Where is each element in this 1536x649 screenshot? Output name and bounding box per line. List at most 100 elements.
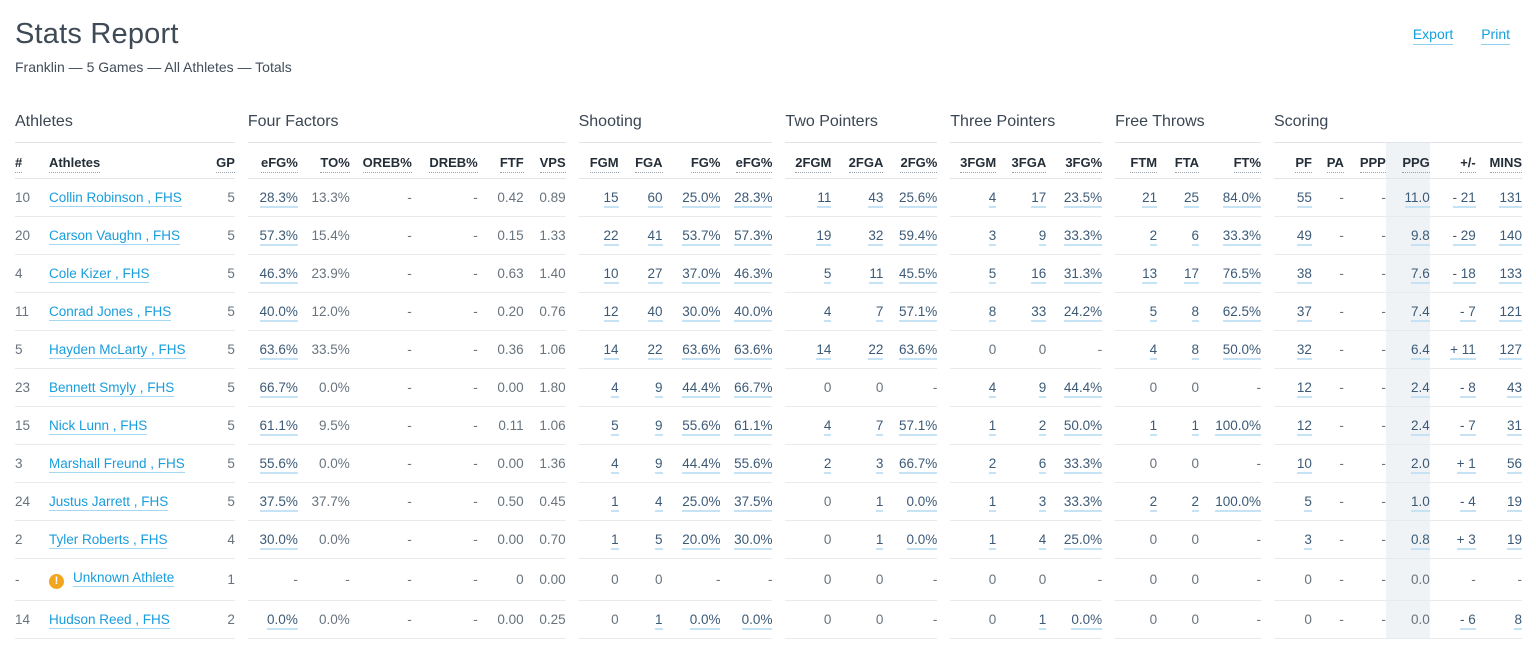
export-button[interactable]: Export [1412, 26, 1454, 45]
stat-link[interactable]: 13 [1142, 266, 1158, 284]
stat-link[interactable]: 76.5% [1222, 266, 1262, 284]
stat-link[interactable]: 4 [655, 494, 663, 512]
stat-link[interactable]: 1 [988, 532, 997, 550]
stat-link[interactable]: 0.0% [689, 612, 721, 630]
column-header-ftpct[interactable]: FT% [1199, 142, 1262, 179]
stat-link[interactable]: 9 [1038, 380, 1047, 398]
stat-link[interactable]: 43 [1506, 380, 1522, 398]
stat-link[interactable]: 131 [1499, 190, 1522, 208]
stat-link[interactable]: 11 [817, 190, 832, 208]
stat-link[interactable]: 25.0% [682, 190, 721, 208]
stat-link[interactable]: 7.4 [1411, 304, 1430, 322]
stat-link[interactable]: 127 [1499, 342, 1522, 360]
stat-link[interactable]: 44.4% [682, 456, 721, 474]
stat-link[interactable]: 37.5% [734, 494, 773, 512]
stat-link[interactable]: 4 [611, 456, 619, 474]
stat-link[interactable]: 66.7% [259, 380, 298, 398]
stat-link[interactable]: 0.0% [267, 612, 298, 630]
athlete-link[interactable]: Hudson Reed , FHS [48, 612, 170, 629]
column-header-orebpct[interactable]: OREB% [349, 142, 412, 179]
athlete-link[interactable]: Nick Lunn , FHS [48, 418, 148, 435]
stat-link[interactable]: 57.3% [734, 228, 773, 246]
athlete-link[interactable]: Collin Robinson , FHS [48, 190, 182, 207]
stat-link[interactable]: + 1 [1456, 456, 1476, 474]
stat-link[interactable]: 17 [1184, 266, 1200, 284]
stat-link[interactable]: 4 [988, 380, 997, 398]
stat-link[interactable]: 25 [1184, 190, 1200, 208]
stat-link[interactable]: 4 [823, 304, 832, 322]
column-header-ftf[interactable]: FTF [477, 142, 524, 179]
stat-link[interactable]: 0.0% [906, 494, 938, 512]
stat-link[interactable]: 0.0% [741, 612, 773, 630]
stat-link[interactable]: 50.0% [1222, 342, 1262, 360]
stat-link[interactable]: 55.6% [259, 456, 298, 474]
column-header-drebpct[interactable]: DREB% [411, 142, 478, 179]
column-header-ppp[interactable]: PPP [1343, 142, 1386, 179]
stat-link[interactable]: 40 [647, 304, 663, 322]
stat-link[interactable]: 1 [988, 494, 997, 512]
column-header-vps[interactable]: VPS [523, 142, 566, 179]
column-header-athletes[interactable]: Athletes [48, 142, 201, 179]
stat-link[interactable]: 9 [655, 456, 663, 474]
stat-link[interactable]: 63.6% [682, 342, 721, 360]
stat-link[interactable]: 3 [875, 456, 884, 474]
stat-link[interactable]: 2.0 [1411, 456, 1430, 474]
stat-link[interactable]: 1 [875, 532, 884, 550]
column-header-topct[interactable]: TO% [297, 142, 350, 179]
stat-link[interactable]: 0.8 [1411, 532, 1430, 550]
stat-link[interactable]: - 6 [1460, 612, 1476, 630]
stat-link[interactable]: 14 [603, 342, 619, 360]
stat-link[interactable]: 0.0% [1071, 612, 1103, 630]
stat-link[interactable]: 84.0% [1222, 190, 1262, 208]
stat-link[interactable]: - 7 [1460, 418, 1476, 436]
stat-link[interactable]: 28.3% [734, 190, 773, 208]
stat-link[interactable]: 133 [1499, 266, 1522, 284]
stat-link[interactable]: 60 [647, 190, 663, 208]
column-header-2fgm[interactable]: 2FGM [785, 142, 832, 179]
stat-link[interactable]: 9.8 [1411, 228, 1430, 246]
stat-link[interactable]: 1 [1038, 612, 1047, 630]
stat-link[interactable]: 53.7% [682, 228, 721, 246]
stat-link[interactable]: 41 [647, 228, 663, 246]
stat-link[interactable]: 33.3% [1222, 228, 1262, 246]
stat-link[interactable]: 23.5% [1063, 190, 1103, 208]
stat-link[interactable]: 17 [1031, 190, 1047, 208]
stat-link[interactable]: 100.0% [1215, 418, 1262, 436]
stat-link[interactable]: 40.0% [734, 304, 773, 322]
athlete-link[interactable]: Tyler Roberts , FHS [48, 532, 168, 549]
stat-link[interactable]: 57.1% [899, 304, 938, 322]
stat-link[interactable]: 6.4 [1411, 342, 1430, 360]
stat-link[interactable]: 31 [1506, 418, 1522, 436]
stat-link[interactable]: 16 [1031, 266, 1047, 284]
column-header-plus-minus[interactable]: +/- [1429, 142, 1476, 179]
stat-link[interactable]: 31.3% [1063, 266, 1103, 284]
stat-link[interactable]: 55.6% [734, 456, 773, 474]
athlete-link[interactable]: Hayden McLarty , FHS [48, 342, 186, 359]
stat-link[interactable]: 5 [1149, 304, 1158, 322]
stat-link[interactable]: + 11 [1450, 342, 1476, 360]
athlete-link[interactable]: Justus Jarrett , FHS [48, 494, 169, 511]
stat-link[interactable]: 2 [988, 456, 997, 474]
column-header-3fgm[interactable]: 3FGM [950, 142, 997, 179]
stat-link[interactable]: 12 [1296, 418, 1312, 436]
stat-link[interactable]: 30.0% [259, 532, 298, 550]
stat-link[interactable]: 12 [1296, 380, 1312, 398]
column-header-efgpct[interactable]: eFG% [720, 142, 773, 179]
column-header-3fga[interactable]: 3FGA [996, 142, 1047, 179]
print-button[interactable]: Print [1481, 26, 1510, 45]
stat-link[interactable]: 2 [1149, 228, 1158, 246]
stat-link[interactable]: 2 [823, 456, 832, 474]
stat-link[interactable]: 8 [1514, 612, 1522, 630]
stat-link[interactable]: 2 [1038, 418, 1047, 436]
column-header-fgpct[interactable]: FG% [662, 142, 721, 179]
column-header-fgm[interactable]: FGM [578, 142, 619, 179]
stat-link[interactable]: 59.4% [899, 228, 938, 246]
stat-link[interactable]: 37 [1296, 304, 1312, 322]
stat-link[interactable]: 43 [868, 190, 884, 208]
column-header-fta[interactable]: FTA [1157, 142, 1200, 179]
stat-link[interactable]: 10 [603, 266, 619, 284]
stat-link[interactable]: 7.6 [1411, 266, 1430, 284]
stat-link[interactable]: 12 [603, 304, 619, 322]
column-header-3fgpct[interactable]: 3FG% [1046, 142, 1103, 179]
stat-link[interactable]: 5 [823, 266, 832, 284]
